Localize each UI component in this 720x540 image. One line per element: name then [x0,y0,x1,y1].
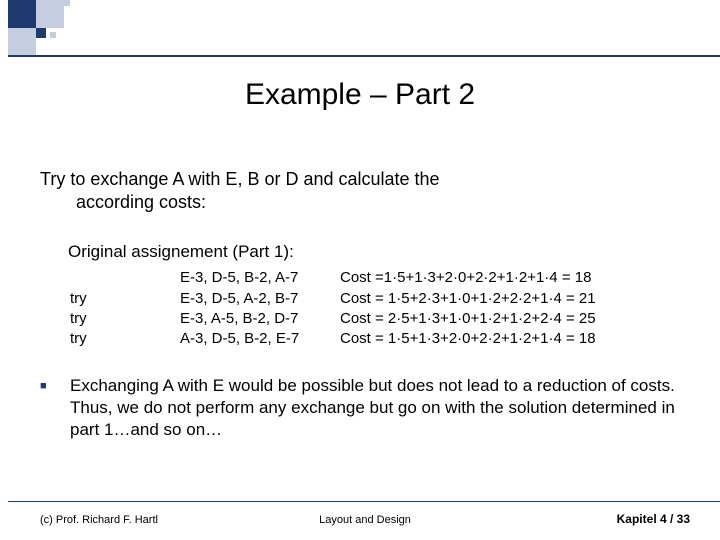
footer: (c) Prof. Richard F. Hartl Layout and De… [40,512,690,526]
top-rule [8,55,720,57]
intro-line1: Try to exchange A with E, B or D and cal… [40,168,690,191]
cell-cost: Cost = 2·5+1·3+1·0+1·2+1·2+2·4 = 25 [340,309,690,329]
footer-center: Layout and Design [257,514,474,526]
cell-seq: E-3, A-5, B-2, D-7 [180,309,340,329]
cell-seq: A-3, D-5, B-2, E-7 [180,329,340,349]
footer-rule [8,501,720,502]
cell-cost: Cost = 1·5+1·3+2·0+2·2+1·2+1·4 = 18 [340,329,690,349]
cell-try: try [70,289,180,309]
footer-right: Kapitel 4 / 33 [473,512,690,526]
intro-line2: according costs: [40,191,690,214]
table-row: try A-3, D-5, B-2, E-7 Cost = 1·5+1·3+2·… [70,329,690,349]
footer-left: (c) Prof. Richard F. Hartl [40,514,257,526]
cell-cost: Cost = 1·5+2·3+1·0+1·2+2·2+1·4 = 21 [340,289,690,309]
cell-seq: E-3, D-5, A-2, B-7 [180,289,340,309]
intro-text: Try to exchange A with E, B or D and cal… [40,168,690,213]
cell-cost: Cost =1·5+1·3+2·0+2·2+1·2+1·4 = 18 [340,268,690,288]
conclusion-bullet: ■ Exchanging A with E would be possible … [40,375,690,440]
table-row: try E-3, D-5, A-2, B-7 Cost = 1·5+2·3+1·… [70,289,690,309]
table-row: try E-3, A-5, B-2, D-7 Cost = 2·5+1·3+1·… [70,309,690,329]
cell-seq: E-3, D-5, B-2, A-7 [180,268,340,288]
table-row: E-3, D-5, B-2, A-7 Cost =1·5+1·3+2·0+2·2… [70,268,690,288]
slide-content: Try to exchange A with E, B or D and cal… [40,168,690,441]
corner-decoration [0,0,120,55]
cell-try: try [70,309,180,329]
conclusion-text: Exchanging A with E would be possible bu… [70,375,690,440]
slide-title: Example – Part 2 [0,78,720,112]
assignment-table: E-3, D-5, B-2, A-7 Cost =1·5+1·3+2·0+2·2… [40,268,690,349]
bullet-icon: ■ [40,375,70,440]
cell-try: try [70,329,180,349]
cell-try [70,268,180,288]
original-label: Original assignement (Part 1): [40,241,690,262]
